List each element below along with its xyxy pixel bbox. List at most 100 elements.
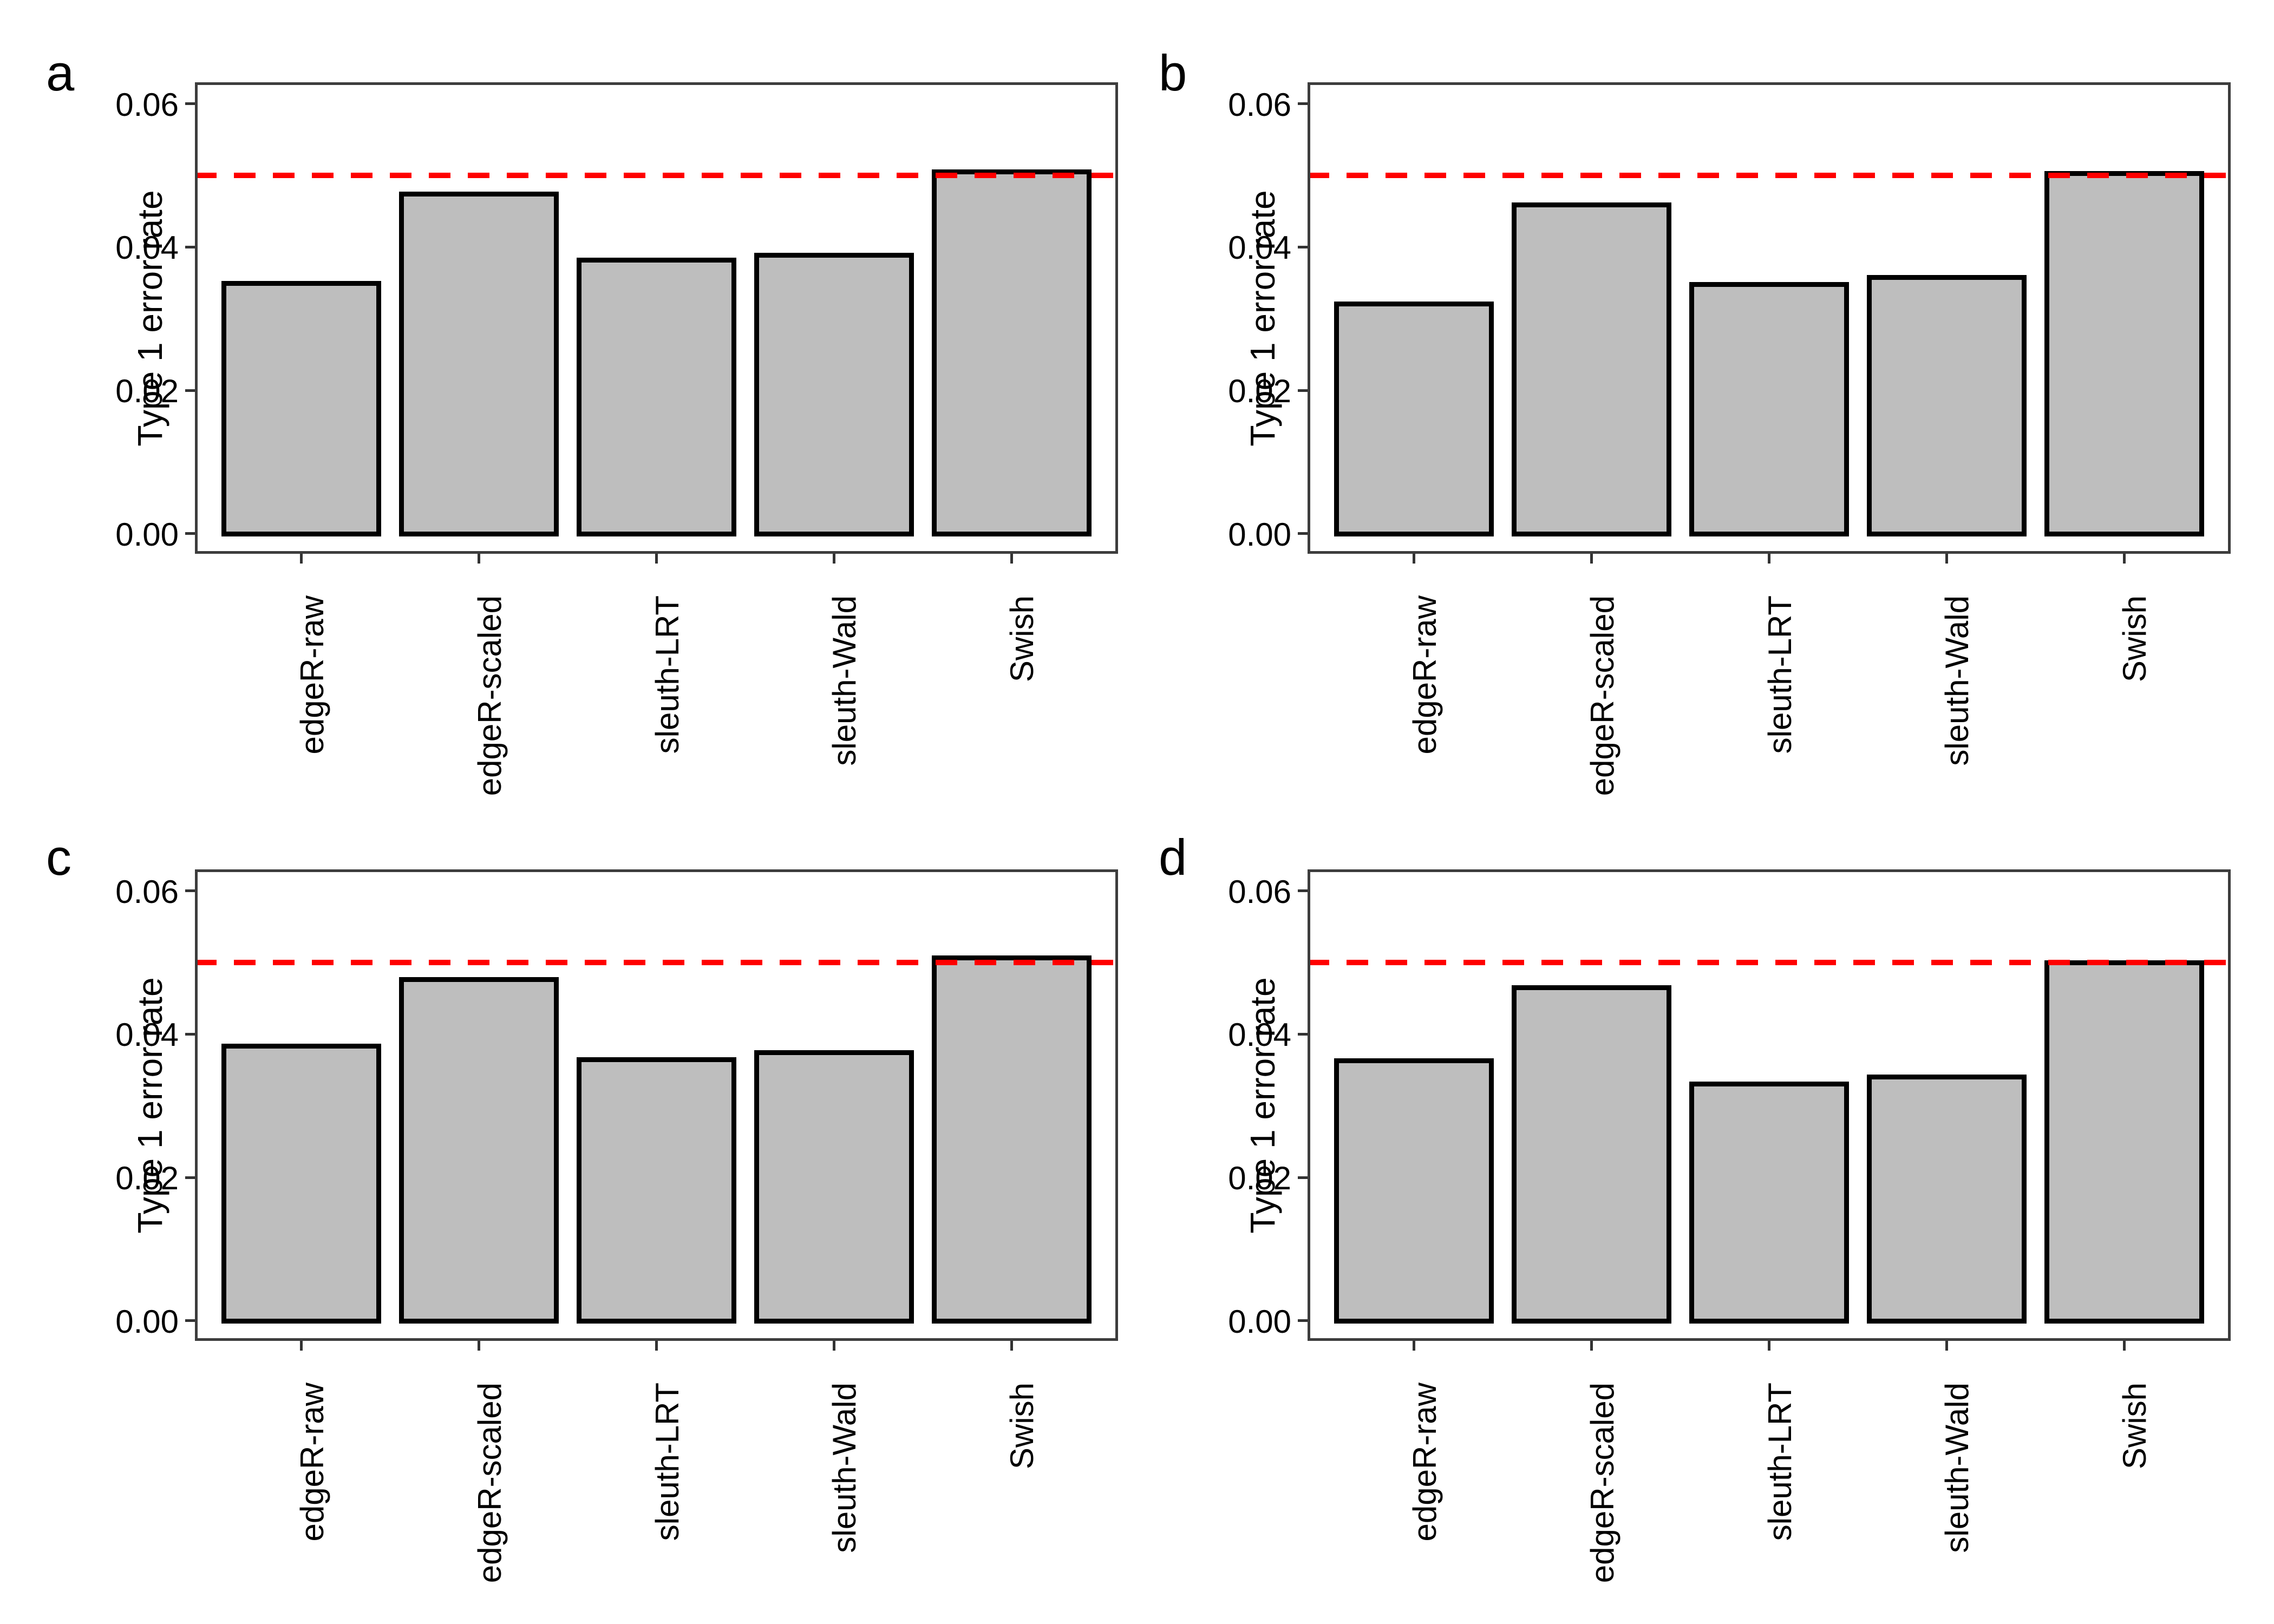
- x-tick-mark: [832, 554, 835, 564]
- bar-c-sleuth-LRT: [576, 1057, 737, 1324]
- x-tick-label-sleuth-LRT: sleuth-LRT: [1761, 595, 1798, 754]
- bar-d-sleuth-Wald: [1866, 1074, 2027, 1324]
- y-tick-mark: [1298, 889, 1308, 893]
- y-tick-mark: [185, 532, 195, 535]
- x-tick-mark: [1945, 554, 1948, 564]
- x-tick-mark: [832, 1341, 835, 1351]
- bar-c-Swish: [931, 955, 1092, 1324]
- y-tick-mark: [185, 389, 195, 392]
- x-tick-mark: [655, 554, 658, 564]
- y-tick-label: 0.06: [115, 86, 179, 123]
- x-tick-label-edgeR-scaled: edgeR-scaled: [1584, 1383, 1620, 1583]
- x-tick-label-sleuth-Wald: sleuth-Wald: [826, 1383, 863, 1553]
- y-tick-label: 0.02: [1228, 373, 1291, 410]
- y-tick-mark: [1298, 1032, 1308, 1036]
- x-tick-label-sleuth-Wald: sleuth-Wald: [1939, 1383, 1976, 1553]
- bar-b-Swish: [2044, 171, 2204, 536]
- x-tick-label-edgeR-scaled: edgeR-scaled: [471, 1383, 508, 1583]
- y-tick-mark: [185, 245, 195, 248]
- y-tick-mark: [185, 889, 195, 893]
- y-tick-mark: [1298, 1319, 1308, 1322]
- x-tick-label-Swish: Swish: [2116, 595, 2153, 683]
- bar-d-Swish: [2044, 960, 2204, 1324]
- y-tick-label: 0.06: [1228, 873, 1291, 910]
- x-tick-mark: [1010, 554, 1013, 564]
- bar-d-edgeR-raw: [1334, 1058, 1494, 1324]
- x-tick-mark: [300, 1341, 303, 1351]
- bar-c-edgeR-scaled: [399, 977, 559, 1324]
- y-tick-label: 0.02: [115, 373, 179, 410]
- bar-d-edgeR-scaled: [1512, 985, 1672, 1324]
- y-tick-mark: [185, 102, 195, 106]
- bar-a-sleuth-Wald: [754, 253, 914, 536]
- x-tick-mark: [1590, 1341, 1593, 1351]
- x-tick-mark: [478, 554, 481, 564]
- y-tick-label: 0.06: [115, 873, 179, 910]
- x-tick-label-sleuth-LRT: sleuth-LRT: [649, 1383, 685, 1541]
- y-tick-label: 0.04: [1228, 230, 1291, 266]
- bar-b-edgeR-raw: [1334, 302, 1494, 536]
- bar-c-edgeR-raw: [221, 1043, 382, 1324]
- x-tick-mark: [1590, 554, 1593, 564]
- bar-b-sleuth-LRT: [1689, 282, 1850, 536]
- y-tick-mark: [1298, 1176, 1308, 1179]
- y-tick-mark: [185, 1032, 195, 1036]
- y-tick-mark: [1298, 389, 1308, 392]
- plot-area-b: [1308, 82, 2231, 554]
- x-tick-label-edgeR-raw: edgeR-raw: [293, 595, 330, 755]
- bar-a-edgeR-scaled: [399, 192, 559, 536]
- x-tick-mark: [1413, 1341, 1416, 1351]
- x-tick-mark: [2122, 554, 2126, 564]
- y-tick-label: 0.04: [115, 1017, 179, 1053]
- x-tick-label-Swish: Swish: [1004, 595, 1041, 683]
- x-tick-label-Swish: Swish: [1004, 1383, 1041, 1470]
- bar-d-sleuth-LRT: [1689, 1081, 1850, 1324]
- plot-area-d: [1308, 869, 2231, 1341]
- panel-label-c: c: [46, 829, 71, 886]
- bar-b-sleuth-Wald: [1866, 275, 2027, 536]
- x-tick-mark: [1413, 554, 1416, 564]
- panel-label-d: d: [1159, 829, 1187, 886]
- y-tick-label: 0.00: [1228, 516, 1291, 553]
- reference-line-0.05: [1308, 960, 2231, 966]
- reference-line-0.05: [1308, 173, 2231, 179]
- y-tick-mark: [185, 1176, 195, 1179]
- x-tick-label-edgeR-scaled: edgeR-scaled: [1584, 595, 1620, 796]
- y-tick-label: 0.00: [115, 1303, 179, 1340]
- x-tick-label-sleuth-LRT: sleuth-LRT: [1761, 1383, 1798, 1541]
- y-tick-label: 0.04: [1228, 1017, 1291, 1053]
- x-tick-mark: [478, 1341, 481, 1351]
- y-tick-label: 0.02: [115, 1160, 179, 1197]
- y-tick-label: 0.00: [115, 516, 179, 553]
- y-tick-mark: [185, 1319, 195, 1322]
- x-tick-label-sleuth-Wald: sleuth-Wald: [1939, 595, 1976, 766]
- panel-label-b: b: [1159, 44, 1187, 101]
- x-tick-label-edgeR-raw: edgeR-raw: [293, 1383, 330, 1542]
- y-tick-mark: [1298, 102, 1308, 106]
- x-tick-label-edgeR-raw: edgeR-raw: [1406, 1383, 1443, 1542]
- reference-line-0.05: [195, 173, 1118, 179]
- y-tick-label: 0.06: [1228, 86, 1291, 123]
- x-tick-mark: [300, 554, 303, 564]
- panel-label-a: a: [46, 44, 75, 101]
- x-tick-mark: [2122, 1341, 2126, 1351]
- bar-b-edgeR-scaled: [1512, 202, 1672, 536]
- y-tick-label: 0.04: [115, 230, 179, 266]
- x-tick-mark: [1768, 554, 1770, 564]
- x-tick-label-edgeR-scaled: edgeR-scaled: [471, 595, 508, 796]
- bar-a-edgeR-raw: [221, 280, 382, 536]
- plot-area-a: [195, 82, 1118, 554]
- x-tick-label-sleuth-LRT: sleuth-LRT: [649, 595, 685, 754]
- x-tick-mark: [1010, 1341, 1013, 1351]
- x-tick-label-Swish: Swish: [2116, 1383, 2153, 1470]
- y-tick-mark: [1298, 245, 1308, 248]
- x-tick-label-sleuth-Wald: sleuth-Wald: [826, 595, 863, 766]
- x-tick-mark: [1945, 1341, 1948, 1351]
- y-tick-label: 0.00: [1228, 1303, 1291, 1340]
- plot-area-c: [195, 869, 1118, 1341]
- x-tick-label-edgeR-raw: edgeR-raw: [1406, 595, 1443, 755]
- bar-c-sleuth-Wald: [754, 1050, 914, 1324]
- bar-a-sleuth-LRT: [576, 258, 737, 536]
- x-tick-mark: [655, 1341, 658, 1351]
